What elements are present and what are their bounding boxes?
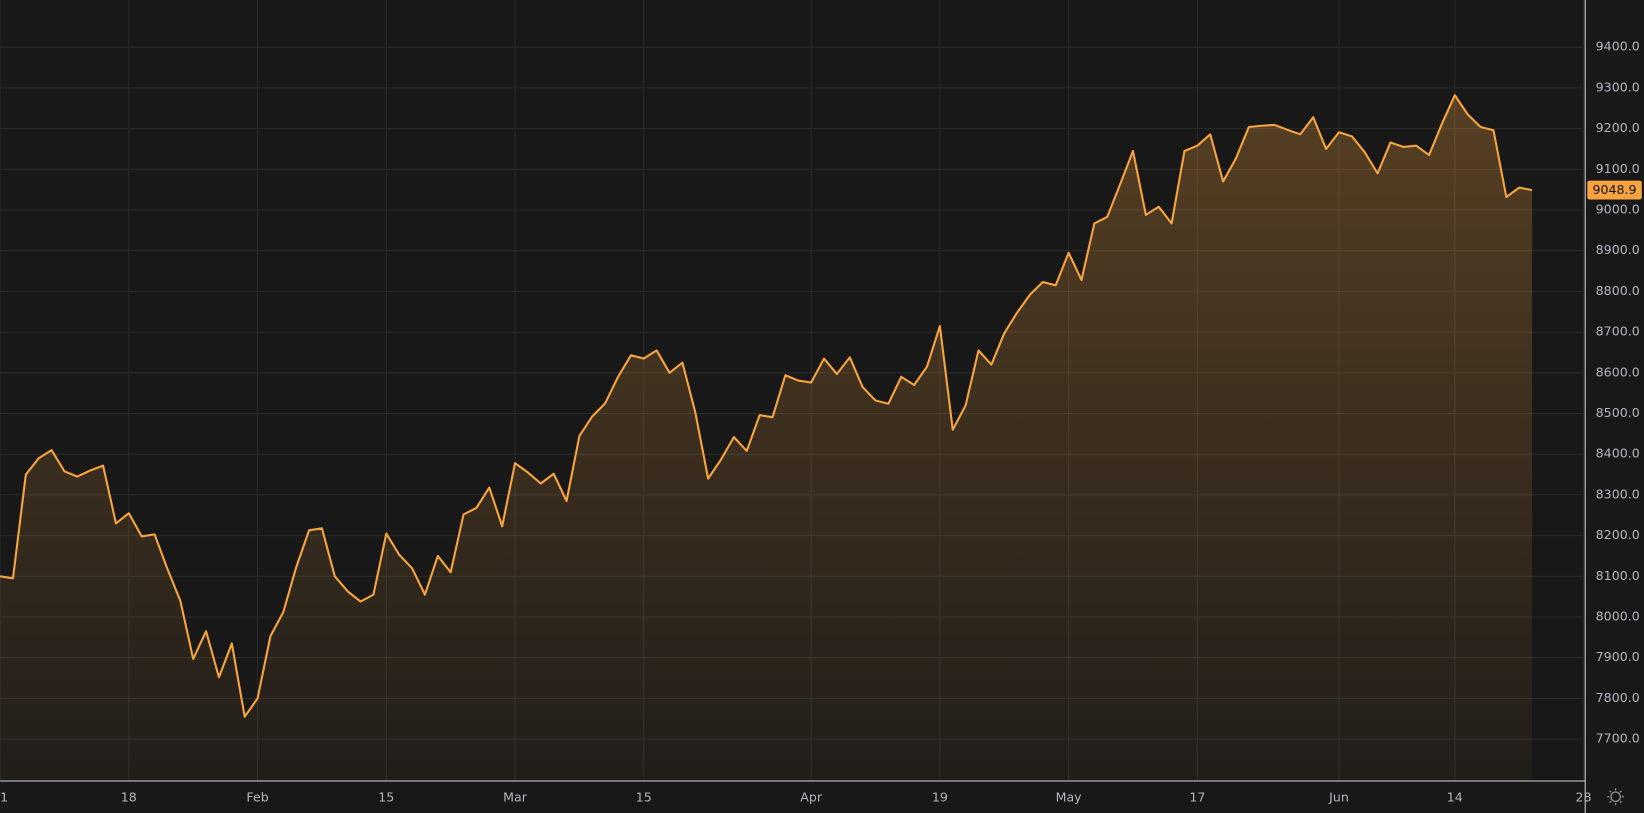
settings-icon[interactable] [1607,788,1624,806]
y-tick-label: 9200.0 [1596,120,1640,135]
y-tick-label: 8900.0 [1596,242,1640,257]
y-tick-label: 9400.0 [1596,39,1640,54]
last-price-box [1587,180,1642,200]
x-tick-label: 19 [932,789,948,804]
x-tick-label: 15 [378,789,394,804]
last-price-label: 9048.9 [1593,182,1637,197]
x-tick-label: May [1056,789,1083,804]
x-tick-label: Apr [800,789,823,804]
y-tick-label: 8100.0 [1596,568,1640,583]
y-tick-label: 7800.0 [1596,690,1640,705]
x-tick-label: 18 [121,789,137,804]
y-tick-label: 8600.0 [1596,364,1640,379]
y-tick-label: 8500.0 [1596,405,1640,420]
y-tick-label: 8800.0 [1596,283,1640,298]
y-tick-label: 9300.0 [1596,79,1640,94]
axes: 7700.0 7800.0 7900.0 8000.0 8100.0 8200.0 8300… [0,39,1642,804]
x-tick-label: 28 [1576,789,1592,804]
x-tick-label: 21 [0,789,8,804]
x-tick-label: Jun [1328,789,1349,804]
y-tick-label: 7700.0 [1596,731,1640,746]
plot [0,94,1533,782]
x-tick-label: 17 [1189,789,1205,804]
y-tick-label: 8000.0 [1596,609,1640,624]
x-tick-label: Mar [503,789,528,804]
price-line [0,94,1533,718]
y-tick-label: 8700.0 [1596,324,1640,339]
x-tick-label: 14 [1447,789,1463,804]
x-tick-label: 15 [636,789,652,804]
settings-icon-rays [1607,788,1624,806]
y-tick-label: 8300.0 [1596,486,1640,501]
y-tick-label: 9000.0 [1596,202,1640,217]
y-tick-label: 8400.0 [1596,446,1640,461]
y-tick-label: 8200.0 [1596,527,1640,542]
area-fill [0,95,1533,782]
x-tick-label: Feb [246,789,268,804]
settings-icon-ring [1610,791,1621,803]
y-tick-label: 9100.0 [1596,161,1640,176]
y-tick-label: 7900.0 [1596,649,1640,664]
